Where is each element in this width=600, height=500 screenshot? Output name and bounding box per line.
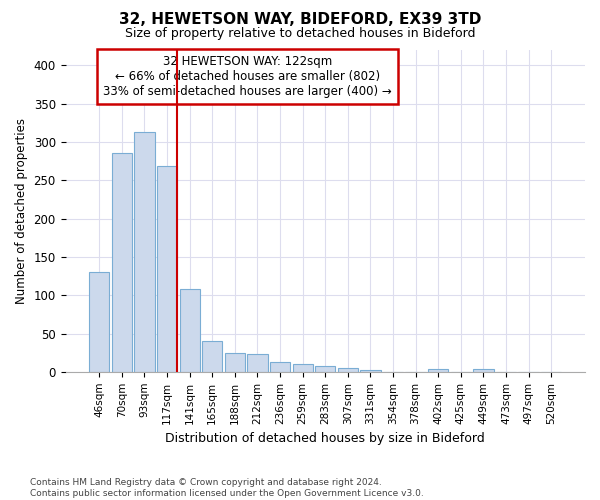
Y-axis label: Number of detached properties: Number of detached properties	[15, 118, 28, 304]
Bar	[89, 272, 109, 372]
Bar	[360, 370, 380, 372]
Bar	[315, 366, 335, 372]
Text: Size of property relative to detached houses in Bideford: Size of property relative to detached ho…	[125, 28, 475, 40]
X-axis label: Distribution of detached houses by size in Bideford: Distribution of detached houses by size …	[166, 432, 485, 445]
Bar	[157, 166, 177, 372]
Bar	[473, 369, 494, 372]
Text: 32, HEWETSON WAY, BIDEFORD, EX39 3TD: 32, HEWETSON WAY, BIDEFORD, EX39 3TD	[119, 12, 481, 28]
Text: Contains HM Land Registry data © Crown copyright and database right 2024.
Contai: Contains HM Land Registry data © Crown c…	[30, 478, 424, 498]
Bar	[134, 132, 155, 372]
Bar	[338, 368, 358, 372]
Bar	[247, 354, 268, 372]
Bar	[428, 369, 448, 372]
Bar	[293, 364, 313, 372]
Bar	[202, 341, 223, 372]
Bar	[112, 154, 132, 372]
Text: 32 HEWETSON WAY: 122sqm
← 66% of detached houses are smaller (802)
33% of semi-d: 32 HEWETSON WAY: 122sqm ← 66% of detache…	[103, 55, 392, 98]
Bar	[225, 352, 245, 372]
Bar	[179, 289, 200, 372]
Bar	[270, 362, 290, 372]
